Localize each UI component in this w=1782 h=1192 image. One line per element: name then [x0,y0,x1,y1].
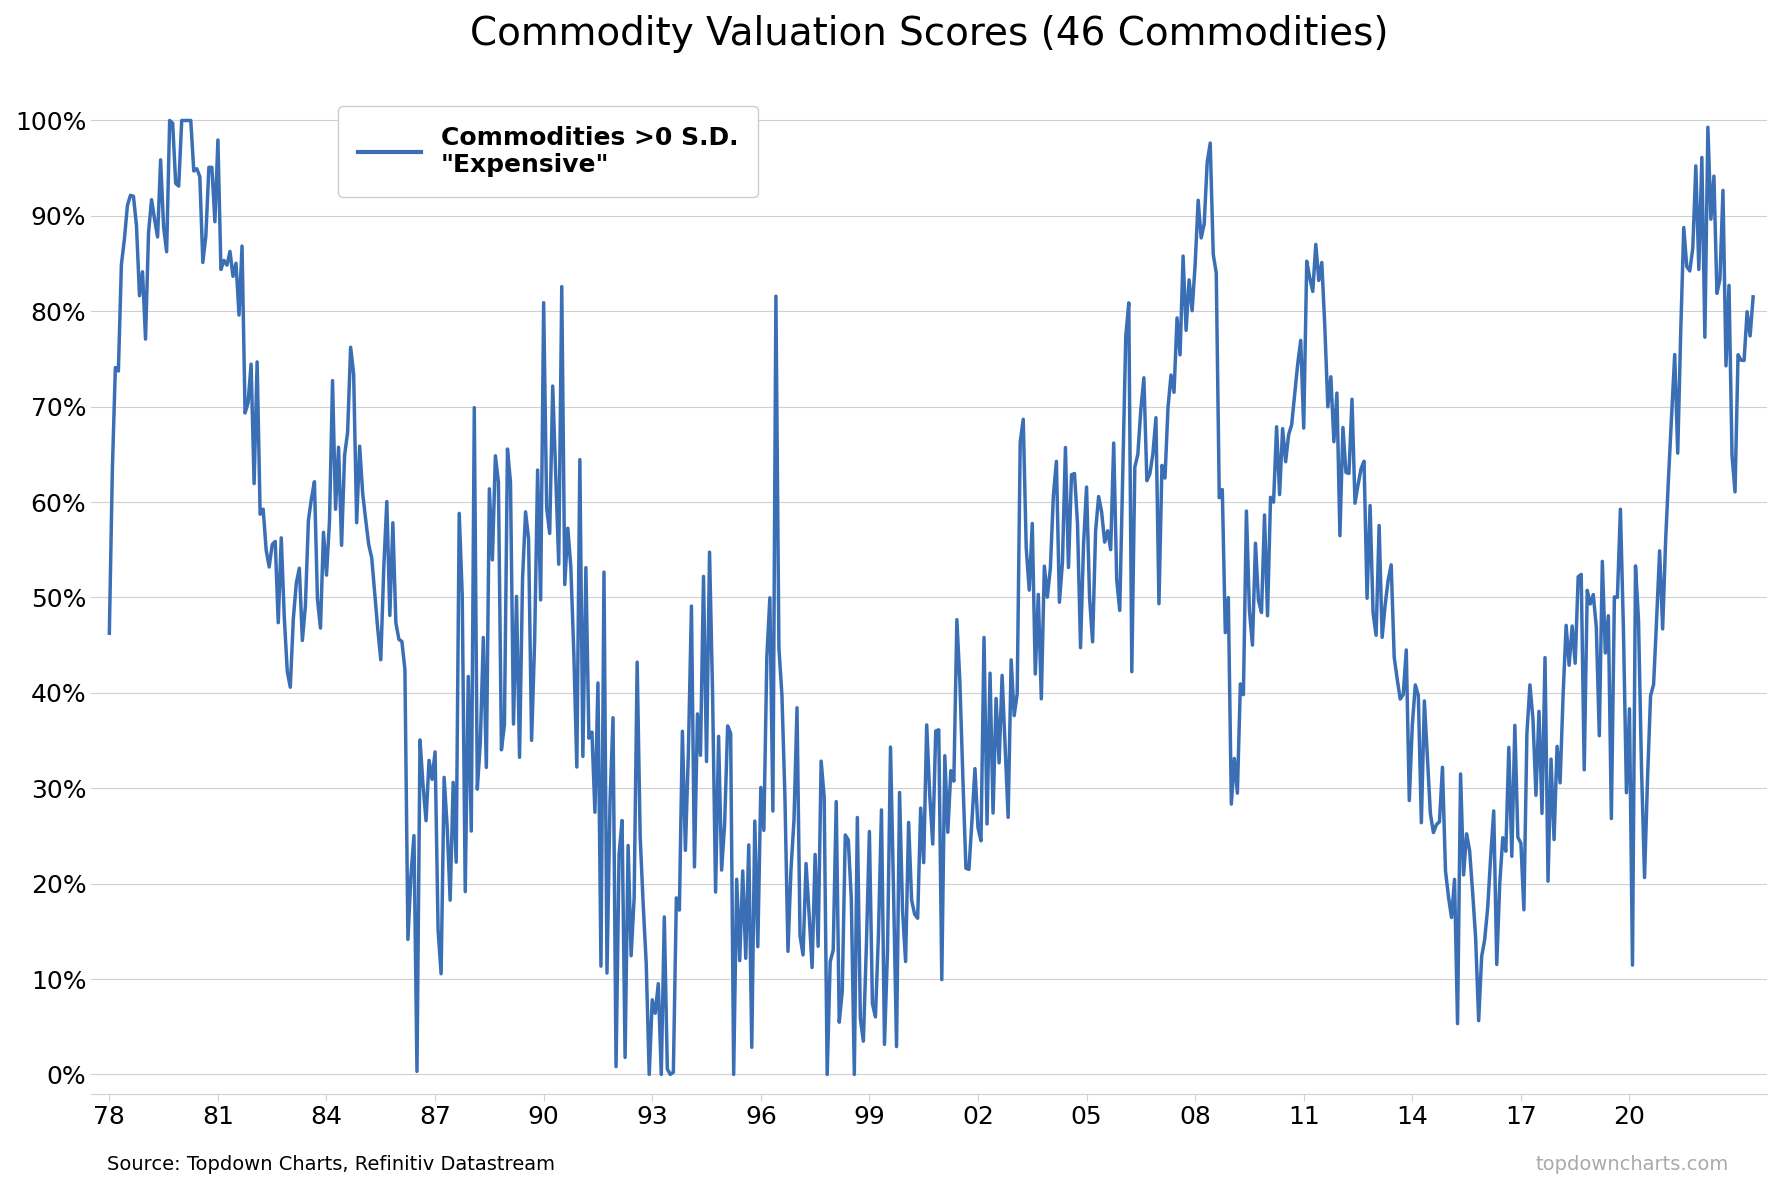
Title: Commodity Valuation Scores (46 Commodities): Commodity Valuation Scores (46 Commoditi… [470,15,1388,52]
Text: topdowncharts.com: topdowncharts.com [1536,1155,1729,1174]
Text: Source: Topdown Charts, Refinitiv Datastream: Source: Topdown Charts, Refinitiv Datast… [107,1155,554,1174]
Legend: Commodities >0 S.D.
"Expensive": Commodities >0 S.D. "Expensive" [339,106,759,198]
